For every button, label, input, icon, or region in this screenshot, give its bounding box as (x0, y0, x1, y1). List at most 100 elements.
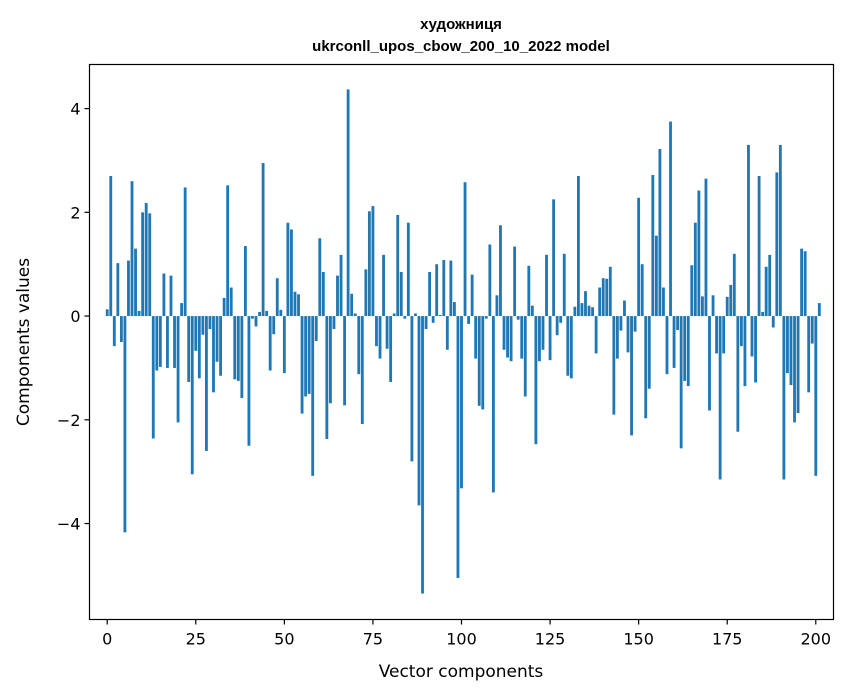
bar-97 (449, 260, 453, 317)
bar-200 (814, 316, 818, 476)
bar-46 (268, 316, 272, 371)
bar-158 (665, 316, 669, 375)
bar-103 (470, 274, 474, 317)
bar-180 (743, 316, 747, 387)
bar-136 (587, 305, 591, 317)
bar-58 (311, 316, 315, 476)
chart-title: художниця (420, 16, 502, 33)
bar-199 (810, 316, 814, 344)
bar-10 (141, 212, 145, 317)
bar-32 (219, 316, 222, 376)
bar-96 (445, 316, 449, 350)
bar-134 (580, 303, 584, 317)
bar-186 (764, 266, 768, 317)
bar-53 (293, 291, 297, 317)
bar-113 (506, 316, 509, 358)
bar-57 (307, 316, 311, 394)
bar-33 (222, 297, 226, 317)
bar-129 (562, 253, 566, 317)
bar-193 (789, 316, 793, 386)
bar-105 (477, 316, 481, 406)
bar-100 (460, 316, 463, 489)
bar-89 (421, 316, 424, 594)
bar-21 (180, 303, 184, 317)
bar-138 (594, 316, 598, 354)
bar-174 (722, 316, 726, 354)
bar-7 (130, 181, 134, 317)
bar-104 (474, 316, 478, 359)
bar-4 (119, 316, 123, 342)
x-tick-label: 0 (102, 630, 112, 649)
bar-178 (736, 316, 740, 432)
bar-181 (747, 144, 750, 317)
bar-98 (453, 302, 456, 317)
bar-116 (516, 316, 520, 320)
plot-area-frame (88, 63, 835, 621)
bar-3 (116, 263, 120, 317)
bar-163 (683, 316, 687, 381)
bar-11 (144, 202, 148, 317)
bar-24 (190, 316, 194, 475)
bar-87 (414, 313, 417, 317)
bar-0 (105, 309, 109, 317)
bar-1 (109, 176, 113, 317)
x-tick-label: 150 (623, 630, 654, 649)
bar-108 (488, 244, 492, 317)
bar-72 (360, 316, 364, 424)
bar-111 (499, 225, 502, 317)
bar-112 (502, 316, 506, 350)
bar-92 (431, 316, 435, 323)
bar-29 (208, 316, 212, 330)
bar-201 (817, 303, 821, 317)
bar-73 (364, 269, 368, 317)
bar-6 (127, 260, 130, 317)
bar-126 (552, 199, 556, 317)
bar-130 (566, 316, 570, 376)
bar-34 (226, 185, 230, 317)
bar-31 (215, 316, 219, 362)
bar-137 (591, 307, 594, 317)
bar-67 (343, 316, 346, 406)
bar-176 (729, 284, 733, 317)
bar-80 (389, 316, 393, 382)
bar-88 (417, 316, 421, 506)
bar-68 (346, 89, 350, 317)
bar-group (105, 89, 821, 594)
bar-12 (148, 213, 152, 317)
bar-139 (598, 287, 602, 317)
bar-47 (272, 316, 276, 335)
bar-30 (212, 316, 215, 393)
y-axis-label: Components values (14, 258, 34, 426)
bar-93 (435, 264, 439, 317)
bar-50 (282, 316, 286, 374)
y-tick-label: −2 (57, 411, 81, 430)
bar-26 (197, 316, 201, 379)
bar-2 (112, 316, 116, 347)
y-tick-label: 0 (70, 307, 80, 326)
bar-166 (693, 222, 697, 317)
bar-36 (233, 316, 237, 380)
bar-162 (679, 316, 683, 449)
x-tick-label: 75 (363, 630, 383, 649)
bar-54 (297, 294, 300, 317)
bar-172 (715, 316, 718, 354)
bar-185 (761, 311, 765, 317)
bar-22 (183, 187, 187, 317)
bar-23 (187, 316, 191, 382)
bar-132 (573, 306, 577, 317)
bar-161 (676, 316, 680, 331)
bar-121 (534, 316, 538, 445)
bar-102 (467, 316, 470, 324)
bar-83 (399, 271, 403, 317)
bar-60 (318, 238, 322, 317)
bar-159 (669, 121, 672, 317)
bar-114 (509, 316, 513, 362)
bar-124 (545, 254, 548, 317)
bar-177 (732, 253, 736, 317)
bar-107 (484, 316, 488, 319)
bar-169 (704, 178, 708, 317)
bar-198 (807, 316, 811, 393)
bar-131 (569, 316, 573, 379)
bar-48 (275, 278, 279, 317)
bar-173 (718, 316, 722, 480)
